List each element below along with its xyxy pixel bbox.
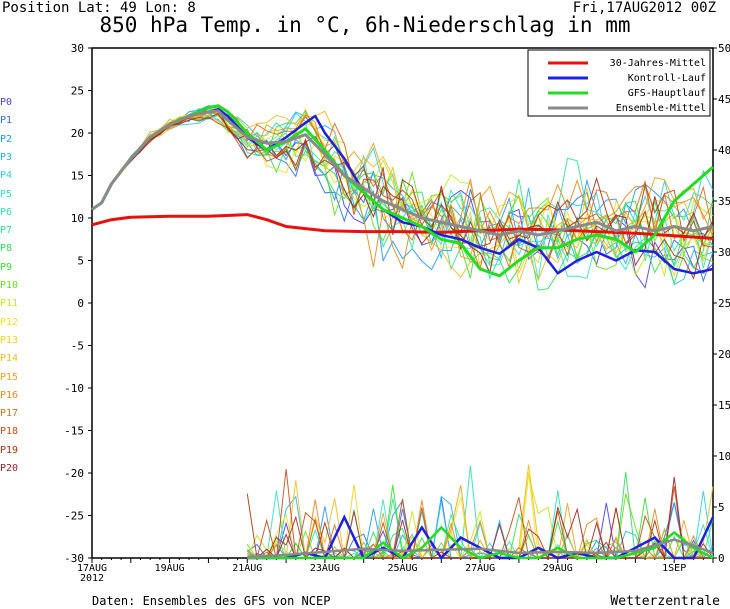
y-left-tick-label: -25 (64, 510, 84, 523)
precip-line-kontroll-lauf (247, 514, 715, 561)
member-label: P6 (0, 206, 13, 218)
y-left-tick-label: -20 (64, 467, 84, 480)
chart-title: 850 hPa Temp. in °C, 6h-Niederschlag in … (99, 13, 631, 37)
y-left-tick-label: 0 (77, 297, 84, 310)
y-left-tick-label: 25 (71, 85, 84, 98)
member-label: P1 (0, 115, 13, 127)
y-right-tick-label: 25 (718, 297, 730, 310)
ensemble-member-line (91, 107, 714, 279)
x-tick-label: 25AUG (387, 563, 417, 574)
ensemble-member-line (91, 111, 714, 286)
precipitation-series (247, 514, 715, 561)
member-label: P12 (0, 316, 19, 328)
legend-label: 30-Jahres-Mittel (610, 58, 706, 69)
x-tick-label: 27AUG (465, 563, 495, 574)
x-tick-label: 21AUG (232, 563, 262, 574)
y-left-tick-label: -10 (64, 382, 84, 395)
y-right-tick-label: 5 (718, 501, 725, 514)
x-tick-label: 1SEP (662, 563, 686, 574)
y-left-tick-label: 15 (71, 170, 84, 183)
y-right-tick-label: 30 (718, 246, 730, 259)
ensemble-member-line (91, 116, 714, 264)
series-line--jahres-mittel (91, 213, 714, 240)
legend-label: GFS-Hauptlauf (628, 88, 706, 99)
x-tick-label: 19AUG (155, 563, 185, 574)
member-label: P13 (0, 334, 19, 346)
x-tick-label: 17AUG (77, 563, 107, 574)
ensemble-member-line (91, 108, 714, 260)
member-label: P9 (0, 261, 13, 273)
brand-label: Wetterzentrale (610, 594, 720, 609)
y-left-tick-label: -15 (64, 425, 84, 438)
y-right-tick-label: 15 (718, 399, 730, 412)
member-label: P3 (0, 151, 13, 163)
x-tick-label: 23AUG (310, 563, 340, 574)
y-right-tick-label: 45 (718, 93, 730, 106)
member-label: P14 (0, 353, 19, 365)
series-line-ensemble-mittel (91, 109, 714, 237)
y-left-tick-label: 10 (71, 212, 84, 225)
y-left-tick-label: -30 (64, 552, 84, 565)
member-label: P7 (0, 225, 13, 237)
ensemble-member-line (91, 111, 714, 283)
data-source-note: Daten: Ensembles des GFS von NCEP (92, 594, 331, 608)
ensemble-member-line (91, 107, 714, 291)
ensemble-members (91, 104, 714, 560)
y-right-tick-label: 35 (718, 195, 730, 208)
precip-line-gfs-hauptlauf (247, 525, 714, 560)
x-tick-label: 2012 (80, 573, 104, 584)
y-left-tick-label: 5 (77, 255, 84, 268)
ensemble-member-line (91, 111, 714, 270)
x-tick-label: 29AUG (543, 563, 573, 574)
member-label: P2 (0, 133, 13, 145)
legend-label: Kontroll-Lauf (628, 73, 706, 84)
position-header: Position Lat: 49 Lon: 8 (2, 0, 196, 16)
member-label: P10 (0, 280, 19, 291)
y-right-tick-label: 50 (718, 42, 730, 55)
member-label: P17 (0, 408, 19, 420)
member-label: P16 (0, 389, 19, 401)
member-label: P5 (0, 188, 13, 200)
legend-frame (527, 49, 711, 117)
ensemble-member-line (91, 112, 714, 280)
member-label: P15 (0, 371, 19, 383)
member-label: P19 (0, 444, 19, 456)
main-series (91, 104, 714, 278)
member-label: P8 (0, 243, 13, 255)
member-label: P11 (0, 298, 19, 310)
ensemble-member-line (91, 111, 714, 271)
y-right-tick-label: 20 (718, 348, 730, 361)
legend-label: Ensemble-Mittel (616, 103, 706, 114)
member-label: P4 (0, 170, 13, 182)
y-left-tick-label: 20 (71, 127, 84, 140)
y-right-tick-label: 10 (718, 450, 730, 463)
ensemble-member-line (91, 105, 714, 285)
y-right-tick-label: 0 (718, 552, 725, 565)
axes: 302520151050-5-10-15-20-25-3050454035302… (64, 42, 730, 584)
legend-box: 30-Jahres-Mittel Kontroll-Lauf GFS-Hauptla… (527, 49, 711, 117)
member-label: P18 (0, 426, 19, 438)
run-timestamp: Fri,17AUG2012 00Z (572, 0, 716, 16)
y-left-tick-label: -5 (71, 340, 84, 353)
y-right-tick-label: 40 (718, 144, 730, 157)
precip-line-ensemble-mittel (247, 538, 714, 559)
member-label: P20 (0, 463, 19, 474)
y-left-tick-label: 30 (71, 42, 84, 55)
member-label: P0 (0, 97, 13, 108)
